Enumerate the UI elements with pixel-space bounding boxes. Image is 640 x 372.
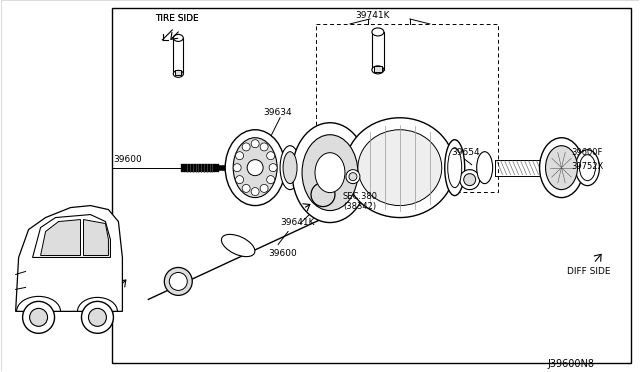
Text: 39600F: 39600F (572, 148, 603, 157)
Bar (175, 70, 181, 75)
Ellipse shape (579, 155, 595, 181)
Circle shape (81, 301, 113, 333)
Ellipse shape (540, 138, 584, 198)
Ellipse shape (345, 118, 455, 218)
Ellipse shape (283, 152, 297, 184)
Circle shape (242, 185, 250, 192)
Bar (173, 38, 183, 74)
Circle shape (267, 152, 275, 160)
Circle shape (251, 187, 259, 196)
Bar (113, 8, 632, 363)
Text: 39752X: 39752X (572, 162, 604, 171)
Ellipse shape (315, 153, 345, 193)
Ellipse shape (295, 150, 311, 186)
Ellipse shape (445, 140, 465, 196)
Polygon shape (40, 219, 81, 256)
Text: 39654: 39654 (452, 148, 481, 157)
Text: DIFF SIDE: DIFF SIDE (568, 267, 611, 276)
Ellipse shape (233, 138, 277, 198)
Ellipse shape (545, 146, 577, 190)
Bar (372, 32, 384, 70)
Ellipse shape (225, 130, 285, 206)
Text: 39600: 39600 (113, 155, 142, 164)
Circle shape (464, 174, 476, 186)
Ellipse shape (221, 234, 255, 257)
Bar (316, 24, 498, 192)
Circle shape (251, 140, 259, 148)
Circle shape (29, 308, 47, 326)
Ellipse shape (372, 28, 384, 36)
Text: J39600N8: J39600N8 (548, 359, 595, 369)
Circle shape (346, 170, 360, 184)
Circle shape (236, 152, 244, 160)
Circle shape (247, 160, 263, 176)
Text: (38342): (38342) (343, 202, 376, 211)
Ellipse shape (358, 130, 442, 206)
Polygon shape (33, 215, 111, 257)
Circle shape (269, 164, 277, 171)
Ellipse shape (311, 183, 335, 206)
Text: 39741K: 39741K (355, 11, 389, 20)
Polygon shape (83, 219, 108, 256)
Text: TIRE SIDE: TIRE SIDE (156, 14, 199, 23)
Ellipse shape (280, 146, 300, 190)
Circle shape (260, 143, 268, 151)
Circle shape (236, 176, 244, 184)
Ellipse shape (164, 267, 192, 295)
Circle shape (460, 170, 479, 190)
Ellipse shape (575, 150, 600, 186)
Circle shape (242, 143, 250, 151)
Text: TIRE SIDE: TIRE SIDE (156, 14, 199, 23)
Ellipse shape (173, 70, 183, 77)
Ellipse shape (477, 152, 493, 184)
Bar (374, 66, 382, 72)
Ellipse shape (292, 123, 368, 222)
Text: SEC.380: SEC.380 (343, 192, 378, 201)
Ellipse shape (302, 135, 358, 211)
Circle shape (267, 176, 275, 184)
Circle shape (233, 164, 241, 171)
Ellipse shape (448, 148, 461, 187)
Circle shape (260, 185, 268, 192)
Text: 39634: 39634 (263, 108, 292, 117)
Ellipse shape (372, 66, 384, 74)
Ellipse shape (173, 35, 183, 41)
Circle shape (88, 308, 106, 326)
Ellipse shape (362, 148, 378, 187)
Polygon shape (15, 206, 122, 319)
Ellipse shape (170, 272, 188, 291)
Circle shape (349, 173, 357, 181)
Text: 39600: 39600 (268, 250, 297, 259)
Text: 39641K: 39641K (280, 218, 315, 227)
Circle shape (22, 301, 54, 333)
